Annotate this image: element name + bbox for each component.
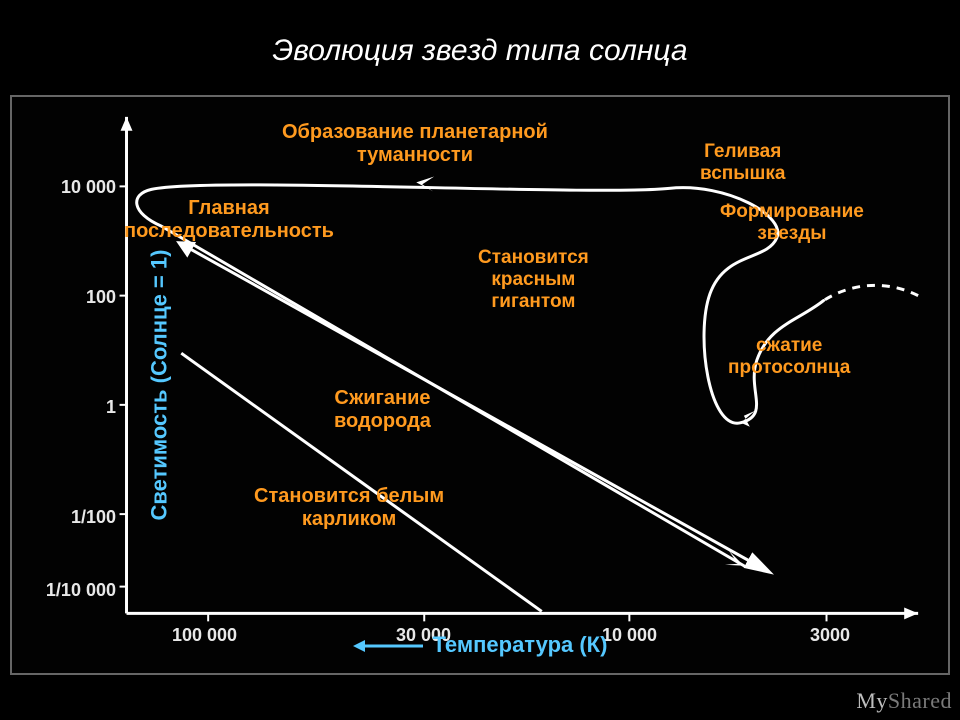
y-tick-label: 100	[86, 287, 116, 308]
ann-line: Главная	[188, 197, 269, 219]
watermark-part: Shared	[888, 688, 952, 713]
ann-line: протосолнца	[728, 357, 850, 378]
ann-helium-flash: Геливая вспышка	[700, 141, 785, 185]
ann-line: Становится	[478, 247, 589, 268]
ann-line: вспышка	[700, 163, 785, 184]
ann-line: последовательность	[124, 220, 334, 242]
watermark: MyShared	[856, 688, 952, 714]
track-arrow-nebula	[416, 176, 434, 191]
ann-line: звезды	[757, 223, 826, 244]
y-tick-label: 1/10 000	[46, 580, 116, 601]
watermark-part: My	[856, 688, 888, 713]
ann-white-dwarf: Становится белым карликом	[254, 485, 444, 531]
formation-path-dash	[824, 285, 919, 300]
ann-line: карликом	[302, 508, 396, 530]
ann-line: сжатие	[756, 335, 822, 356]
y-axis-arrowhead	[121, 117, 133, 131]
x-axis-arrowhead	[904, 607, 918, 619]
slide-root: Эволюция звезд типа солнца Светимость (С…	[0, 0, 960, 720]
ann-line: туманности	[357, 144, 473, 166]
ann-line: красным	[491, 269, 575, 290]
hr-diagram-chart: Светимость (Солнце = 1)	[10, 95, 950, 675]
ann-line: водорода	[334, 410, 431, 432]
x-axis-label: Температура (К)	[12, 632, 948, 659]
ann-protosun: сжатие протосолнца	[728, 335, 850, 379]
ann-line: Становится белым	[254, 485, 444, 507]
ann-line: Образование планетарной	[282, 121, 548, 143]
arrow-left-icon	[353, 633, 423, 659]
y-tick-label: 10 000	[61, 177, 116, 198]
slide-title: Эволюция звезд типа солнца	[0, 34, 960, 68]
ann-line: Сжигание	[334, 387, 430, 409]
y-tick-label: 1	[106, 397, 116, 418]
ann-star-formation: Формирование звезды	[720, 201, 864, 245]
x-axis-label-text: Температура (К)	[433, 632, 608, 657]
ann-line: Геливая	[704, 141, 781, 162]
ann-line: гигантом	[491, 291, 575, 312]
ann-main-sequence: Главная последовательность	[124, 197, 334, 243]
ann-red-giant: Становится красным гигантом	[478, 247, 589, 313]
ann-planetary-nebula: Образование планетарной туманности	[282, 121, 548, 167]
chart-svg	[12, 97, 948, 673]
y-tick-label: 1/100	[71, 507, 116, 528]
ann-hydrogen-burning: Сжигание водорода	[334, 387, 431, 433]
ann-line: Формирование	[720, 201, 864, 222]
